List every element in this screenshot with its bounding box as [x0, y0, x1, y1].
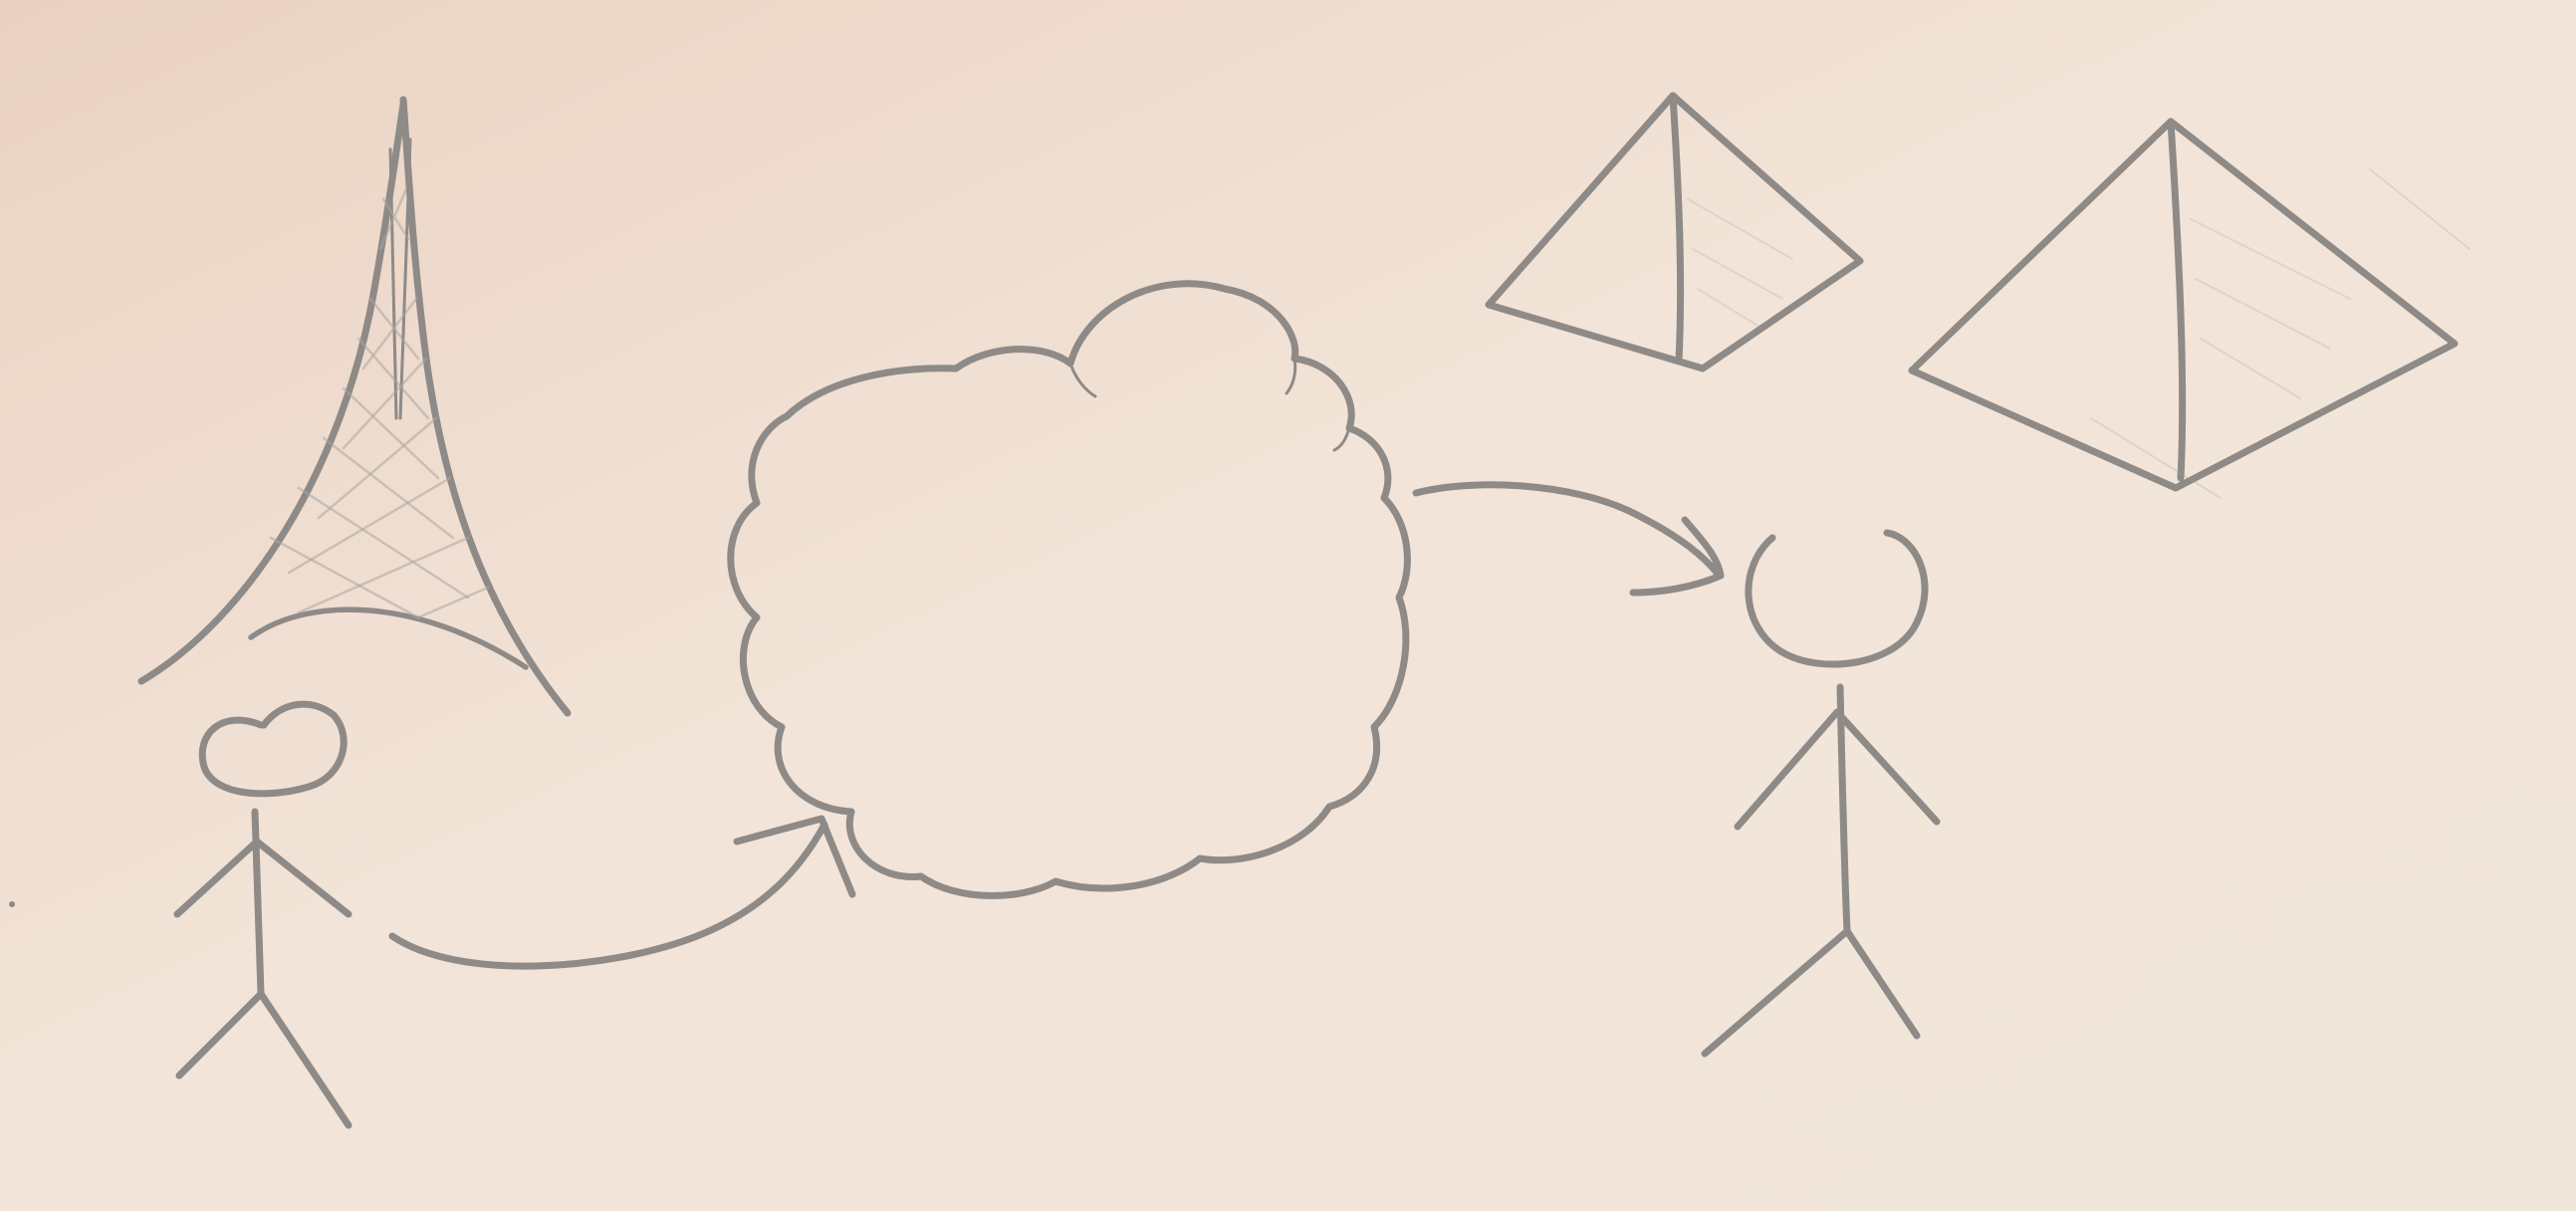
right-figure-legs [1701, 927, 1921, 1058]
tower-left-edge [137, 101, 407, 685]
arrow-1-shaft [388, 821, 828, 970]
large-pyramid-outline [1908, 118, 2459, 492]
large-pyramid-shading [2090, 168, 2470, 499]
stick-figure-left-icon [173, 700, 352, 1129]
left-figure-body [251, 808, 265, 998]
small-pyramid-ridge [1669, 92, 1685, 364]
left-figure-head [198, 700, 348, 798]
cloud-icon [727, 280, 1411, 899]
left-figure-arms [173, 838, 352, 918]
tower-spine [388, 137, 412, 420]
eiffel-tower-icon [137, 96, 572, 717]
tower-lattice-hatching [269, 187, 490, 619]
arrow-1-head [733, 815, 856, 898]
small-pyramid-outline [1485, 92, 1864, 372]
right-figure-head [1745, 529, 1929, 668]
large-pyramid-ridge [2167, 118, 2187, 482]
stick-figure-right-icon [1701, 529, 1941, 1058]
pyramid-small-icon [1485, 92, 1864, 372]
small-pyramid-shading [1687, 198, 1793, 330]
cloud-bumps [1068, 357, 1351, 452]
stray-dot [9, 901, 15, 907]
cloud-outline [727, 280, 1411, 899]
arrow-cloud-to-person [1412, 481, 1725, 597]
arrow-person-to-cloud [388, 815, 856, 970]
arrow-2-head [1629, 516, 1725, 597]
arrow-2-shaft [1412, 481, 1722, 578]
left-figure-legs [175, 990, 352, 1129]
tower-base-arch [248, 606, 529, 670]
right-figure-arms [1734, 708, 1941, 831]
pyramid-large-icon [1908, 118, 2470, 499]
